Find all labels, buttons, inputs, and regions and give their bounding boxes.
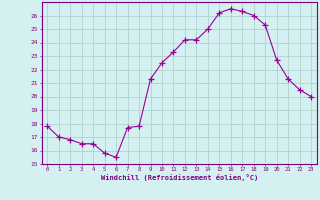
X-axis label: Windchill (Refroidissement éolien,°C): Windchill (Refroidissement éolien,°C) (100, 174, 258, 181)
